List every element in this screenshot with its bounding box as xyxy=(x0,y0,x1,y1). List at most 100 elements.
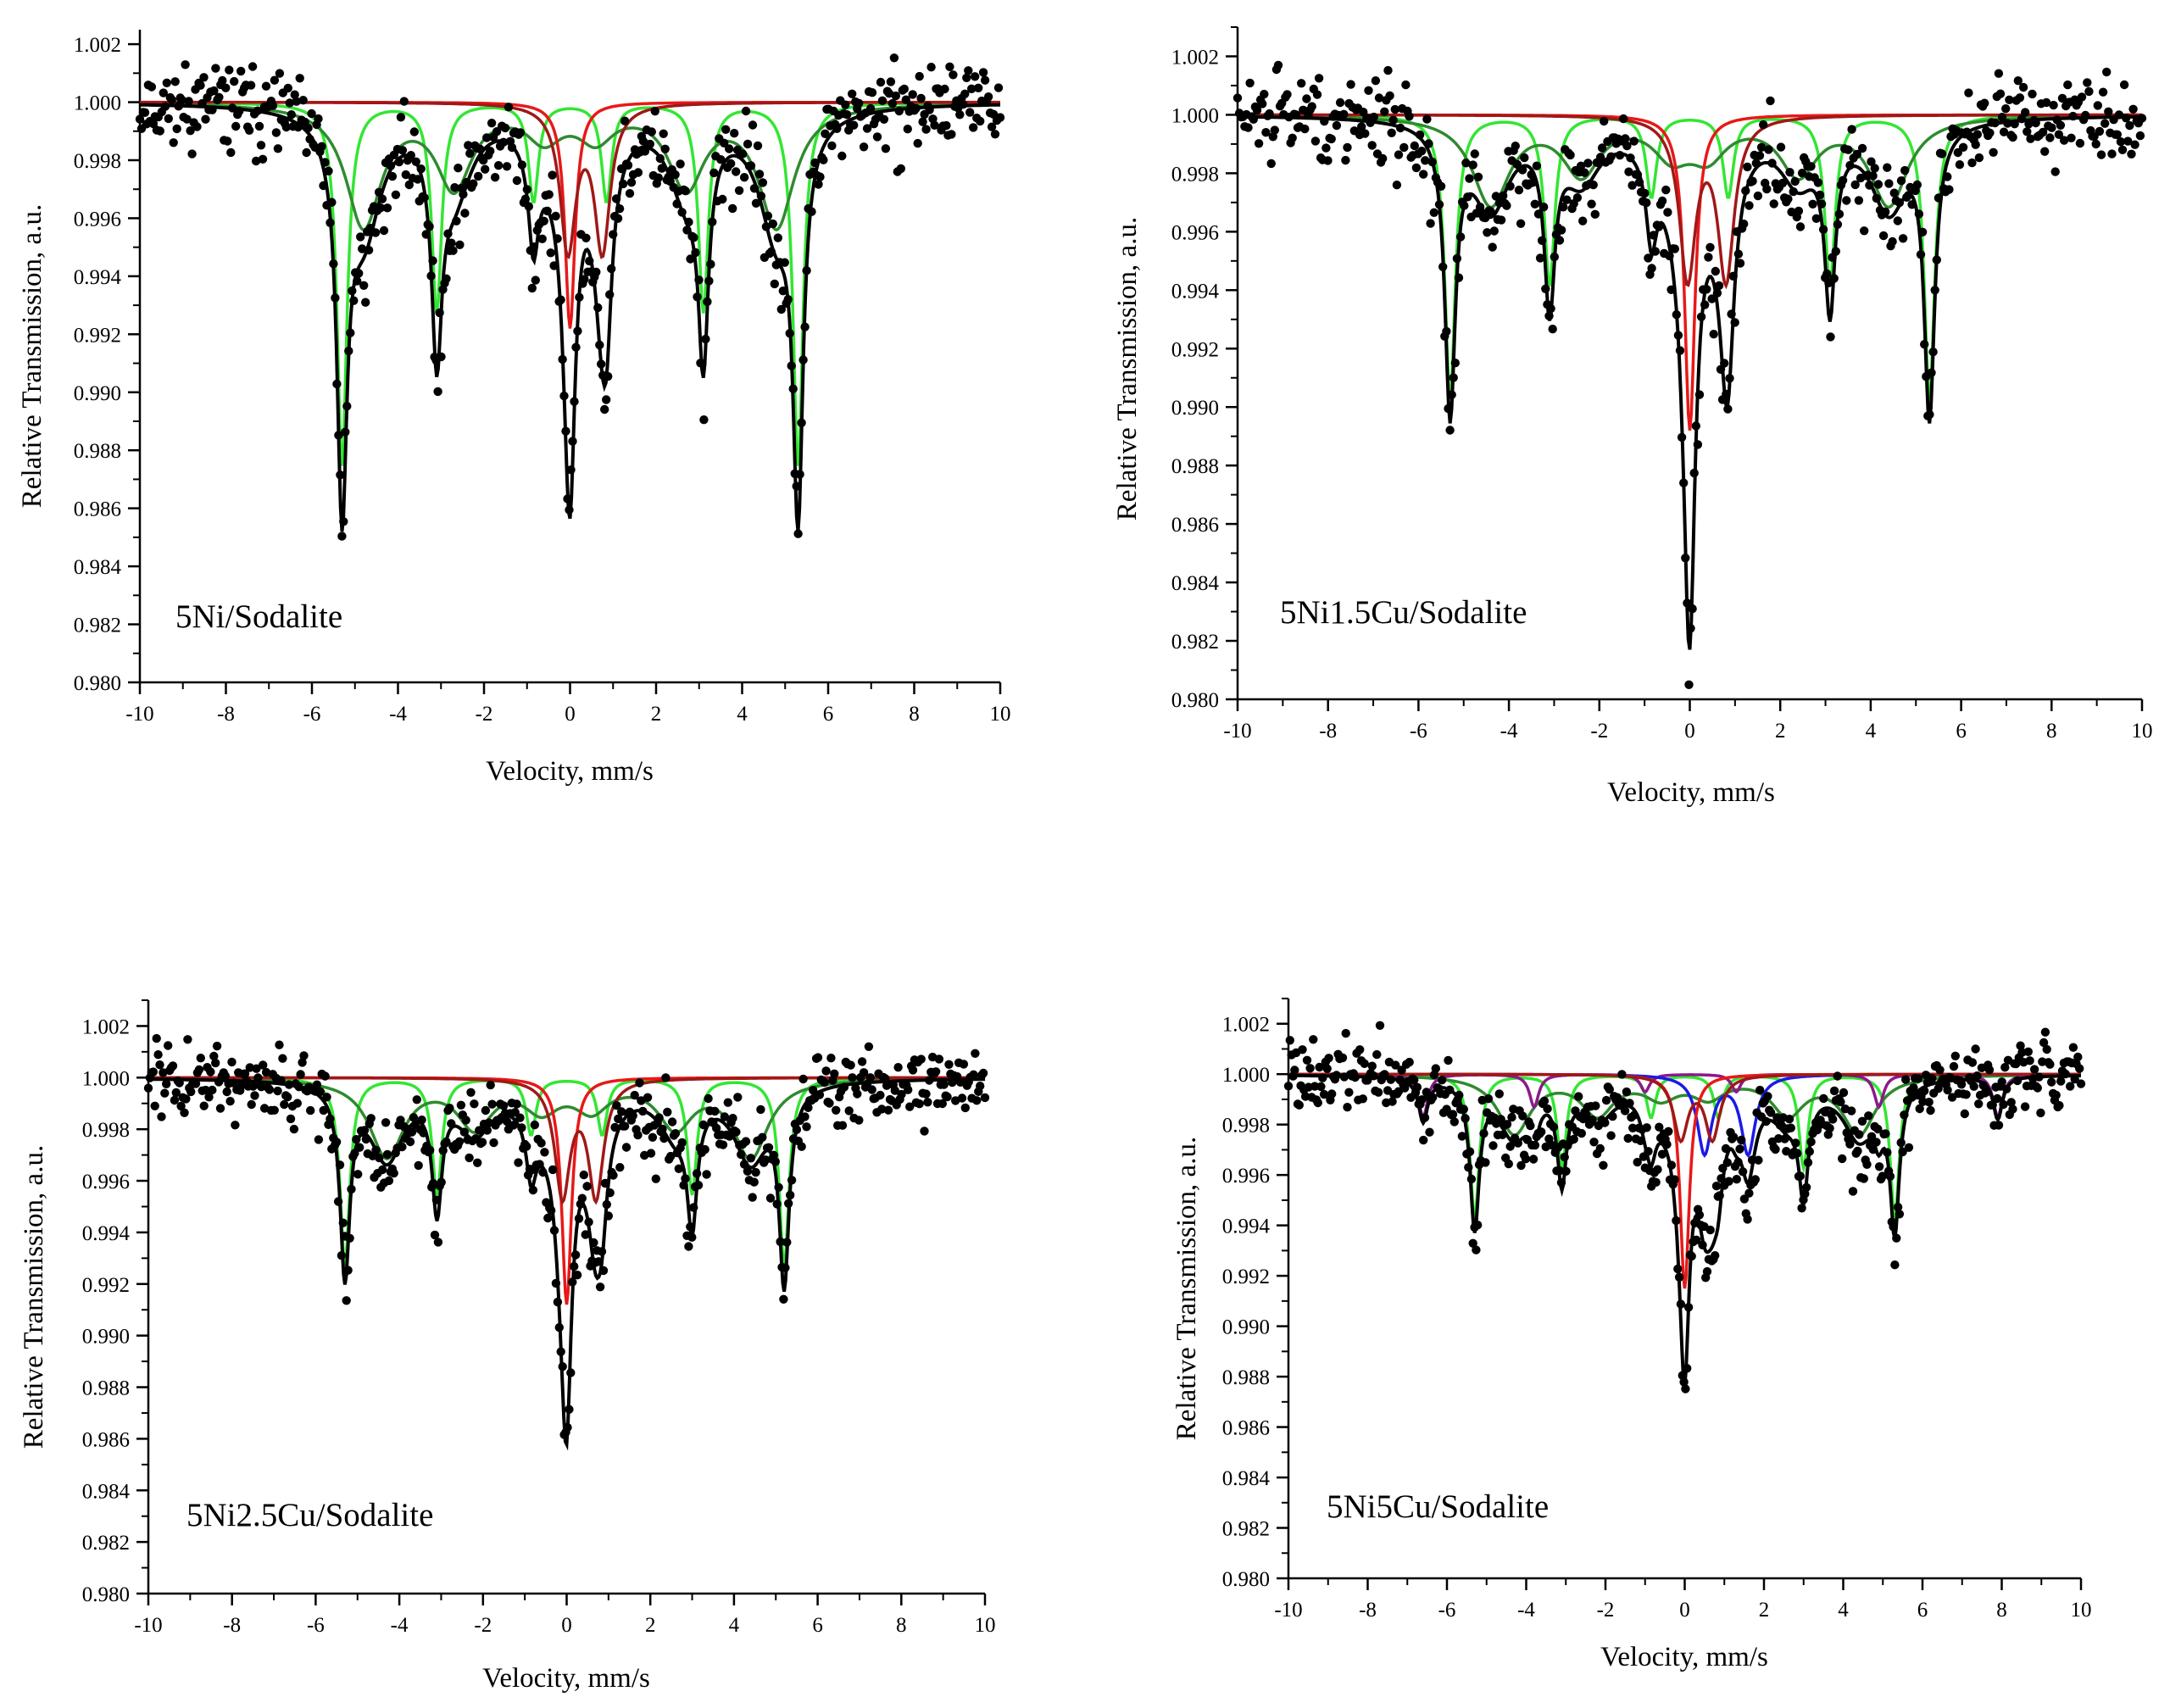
data-point xyxy=(921,125,931,134)
data-point xyxy=(1338,1053,1348,1063)
data-point xyxy=(971,1049,980,1059)
x-tick-label: 4 xyxy=(1866,720,1877,743)
data-point xyxy=(770,279,779,289)
data-point xyxy=(725,144,734,153)
data-point xyxy=(1332,120,1342,131)
data-point xyxy=(270,75,280,85)
data-point xyxy=(815,172,825,181)
data-point xyxy=(1245,78,1255,88)
data-point xyxy=(1252,105,1262,115)
data-point xyxy=(1790,176,1800,186)
y-tick-label: 0.986 xyxy=(82,1428,130,1451)
data-point xyxy=(1847,1106,1856,1115)
data-point xyxy=(2125,120,2134,131)
data-point xyxy=(718,1140,728,1149)
x-tick-label: 4 xyxy=(737,703,748,726)
data-point xyxy=(1323,156,1333,165)
data-point xyxy=(903,125,913,134)
data-point xyxy=(684,1242,693,1251)
data-point xyxy=(1472,1245,1481,1255)
data-point xyxy=(143,1083,153,1093)
data-point xyxy=(317,142,326,151)
data-point xyxy=(800,1112,810,1121)
data-point xyxy=(337,531,347,541)
data-point xyxy=(1967,158,1977,168)
data-point xyxy=(1855,1130,1864,1139)
data-point xyxy=(1964,88,1973,97)
data-point xyxy=(1744,1188,1754,1198)
data-point xyxy=(453,164,463,173)
data-point xyxy=(969,123,978,132)
data-point xyxy=(758,178,768,187)
data-point xyxy=(635,1078,644,1088)
data-point xyxy=(2025,1056,2034,1065)
data-point xyxy=(1878,231,1889,241)
data-point xyxy=(983,92,993,102)
data-point xyxy=(720,1112,730,1121)
x-tick-label: 0 xyxy=(1684,720,1695,743)
data-point xyxy=(186,126,195,136)
data-point xyxy=(1388,115,1398,125)
data-point xyxy=(837,1121,848,1130)
data-point xyxy=(2028,89,2037,99)
data-point xyxy=(661,1073,670,1082)
data-point xyxy=(1836,1097,1845,1107)
data-point xyxy=(1663,208,1672,217)
data-point xyxy=(2091,139,2100,149)
data-point xyxy=(1383,65,1393,75)
data-point xyxy=(353,1170,363,1179)
data-point xyxy=(844,1106,854,1115)
y-tick-label: 0.994 xyxy=(1171,280,1220,303)
data-point xyxy=(1507,1112,1516,1122)
data-point xyxy=(287,110,296,120)
data-point xyxy=(1488,242,1497,252)
data-point xyxy=(433,387,442,397)
data-point xyxy=(820,1077,829,1088)
data-point xyxy=(712,1123,721,1133)
data-point xyxy=(905,1102,915,1111)
y-tick-label: 0.992 xyxy=(82,1274,130,1297)
data-point xyxy=(602,395,611,404)
data-point xyxy=(1601,1095,1611,1105)
data-point xyxy=(913,138,922,148)
data-point xyxy=(1566,150,1575,160)
data-point xyxy=(737,149,748,159)
data-point xyxy=(257,1082,266,1092)
data-point xyxy=(1785,168,1794,177)
data-point xyxy=(670,170,680,180)
data-point xyxy=(1755,151,1765,160)
data-point xyxy=(512,175,522,186)
data-point xyxy=(987,122,997,131)
data-point xyxy=(537,234,547,243)
y-tick-label: 0.998 xyxy=(1171,163,1219,186)
x-tick-label: 8 xyxy=(2046,720,2057,743)
y-tick-label: 0.992 xyxy=(1171,338,1219,361)
data-point xyxy=(918,117,927,126)
data-point xyxy=(643,1093,653,1103)
data-point xyxy=(1309,1035,1318,1044)
data-point xyxy=(848,1073,857,1082)
data-point xyxy=(620,116,630,125)
data-point xyxy=(1401,80,1410,90)
data-point xyxy=(414,1160,423,1171)
data-point xyxy=(1305,1064,1315,1073)
data-point xyxy=(626,178,637,187)
data-point xyxy=(201,1085,210,1095)
data-point xyxy=(1989,147,1998,157)
data-point xyxy=(153,1050,163,1060)
data-point xyxy=(164,114,173,124)
component-curve-doublet xyxy=(148,1076,985,1205)
data-point xyxy=(1364,86,1373,96)
data-point xyxy=(2008,1104,2017,1114)
data-point xyxy=(283,1093,292,1102)
data-point xyxy=(1762,184,1772,194)
data-point xyxy=(1520,153,1529,163)
data-point xyxy=(857,1057,867,1066)
data-point xyxy=(176,1101,186,1111)
data-point xyxy=(1783,194,1793,203)
y-tick-label: 0.998 xyxy=(1222,1115,1270,1138)
data-point xyxy=(2063,80,2073,90)
data-point xyxy=(686,254,695,264)
data-point xyxy=(181,1094,191,1104)
